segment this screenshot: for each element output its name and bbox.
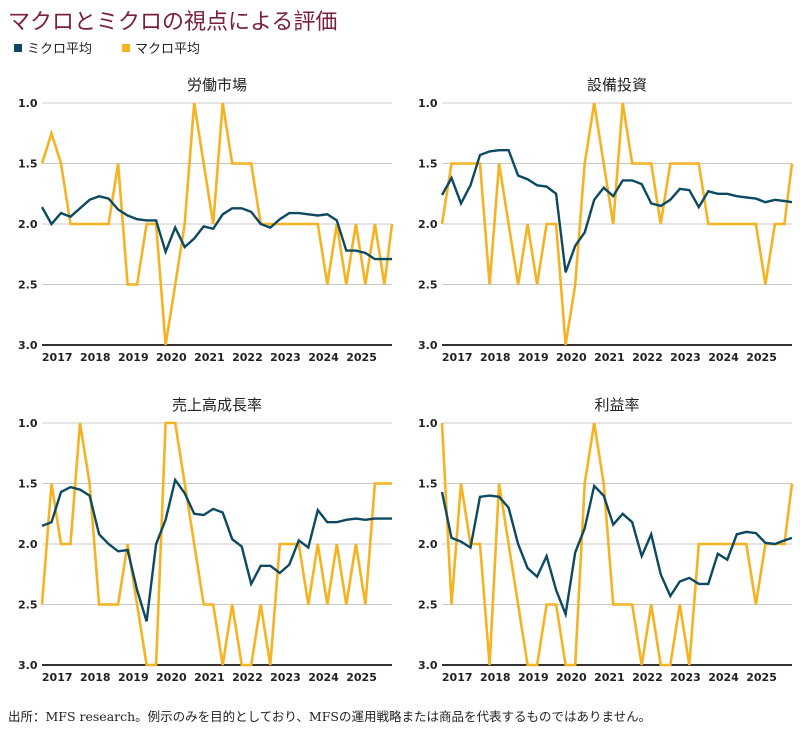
y-tick-label: 1.0 [18,417,38,430]
x-tick-label: 2024 [708,351,739,364]
x-tick-label: 2018 [480,351,511,364]
panel-title: 設備投資 [587,76,647,94]
x-tick-label: 2020 [556,351,587,364]
series-line-micro [440,148,793,273]
footnote: 出所：MFS research。例示のみを目的としており、MFSの運用戦略または… [8,709,652,724]
y-tick-label: 1.5 [418,158,438,171]
series-line-macro [40,102,394,346]
y-tick-label: 3.0 [418,339,438,352]
x-tick-label: 2019 [518,671,549,684]
series-line-macro [440,422,794,667]
panel-title: 労働市場 [187,76,247,94]
y-tick-label: 3.0 [18,339,38,352]
x-tick-label: 2022 [232,671,263,684]
y-tick-label: 2.5 [418,279,438,292]
y-tick-label: 1.5 [418,478,438,491]
legend-swatch-macro [122,43,131,52]
panel-title: 利益率 [594,396,639,414]
x-tick-label: 2025 [346,351,377,364]
legend: ミクロ平均 マクロ平均 [14,38,200,57]
panel-sales-growth: 売上高成長率 1.0 1.5 2.0 2.5 3.0 2017 2018 2019 2020 202… [18,396,392,684]
series-line-micro [440,483,793,619]
x-tick-label: 2020 [156,671,187,684]
y-tick-label: 3.0 [18,659,38,672]
legend-swatch-micro [14,43,22,52]
panel-profit-margin: 利益率 1.0 1.5 2.0 2.5 3.0 2017 2018 2019 2020 2021 20… [418,396,794,684]
x-tick-label: 2017 [442,351,473,364]
x-tick-label: 2019 [118,351,149,364]
legend-label-micro: ミクロ平均 [27,42,93,57]
legend-label-macro: マクロ平均 [135,42,201,57]
x-tick-label: 2018 [480,671,511,684]
series-line-micro [40,194,392,261]
x-tick-label: 2024 [308,671,339,684]
x-tick-label: 2017 [42,351,73,364]
x-tick-label: 2022 [632,351,663,364]
x-tick-label: 2023 [670,351,701,364]
x-tick-label: 2019 [118,671,149,684]
x-tick-label: 2021 [594,351,625,364]
y-tick-label: 2.5 [18,599,38,612]
y-tick-label: 1.0 [18,97,38,110]
series-line-macro [440,102,794,346]
x-tick-label: 2025 [746,351,777,364]
x-tick-label: 2023 [670,671,701,684]
chart-title: マクロとミクロの視点による評価 [8,10,338,35]
y-tick-label: 3.0 [418,659,438,672]
legend-item-macro: マクロ平均 [122,38,200,57]
x-tick-label: 2022 [632,671,663,684]
x-tick-label: 2018 [80,351,111,364]
x-tick-label: 2021 [194,351,225,364]
x-tick-label: 2020 [556,671,587,684]
x-tick-label: 2021 [594,671,625,684]
panel-title: 売上高成長率 [172,396,262,414]
y-tick-label: 2.0 [418,538,438,551]
y-tick-label: 2.0 [418,218,438,231]
x-tick-label: 2021 [194,671,225,684]
series-line-micro [41,477,392,622]
y-tick-label: 2.0 [18,218,38,231]
y-tick-label: 1.0 [418,417,438,430]
y-tick-label: 1.5 [18,478,38,491]
y-tick-label: 1.0 [418,97,438,110]
y-tick-label: 2.5 [18,279,38,292]
y-tick-label: 2.0 [18,538,38,551]
x-tick-label: 2025 [346,671,377,684]
x-tick-label: 2022 [232,351,263,364]
series-line-macro [40,421,392,667]
x-tick-label: 2024 [708,671,739,684]
x-tick-label: 2024 [308,351,339,364]
x-tick-label: 2017 [442,671,473,684]
x-tick-label: 2020 [156,351,187,364]
x-tick-label: 2018 [80,671,111,684]
y-tick-label: 2.5 [418,599,438,612]
y-tick-label: 1.5 [18,158,38,171]
panel-labor-market: 労働市場 1.0 1.5 2.0 2.5 3.0 2017 2018 2019 2020 2021 2… [18,76,394,364]
panel-capex: 設備投資 1.0 1.5 2.0 2.5 3.0 2017 2018 2019 2020 2021 2… [418,76,794,364]
x-tick-label: 2023 [270,351,301,364]
legend-item-micro: ミクロ平均 [14,38,92,57]
x-tick-label: 2017 [42,671,73,684]
x-tick-label: 2023 [270,671,301,684]
x-tick-label: 2019 [518,351,549,364]
x-tick-label: 2025 [746,671,777,684]
